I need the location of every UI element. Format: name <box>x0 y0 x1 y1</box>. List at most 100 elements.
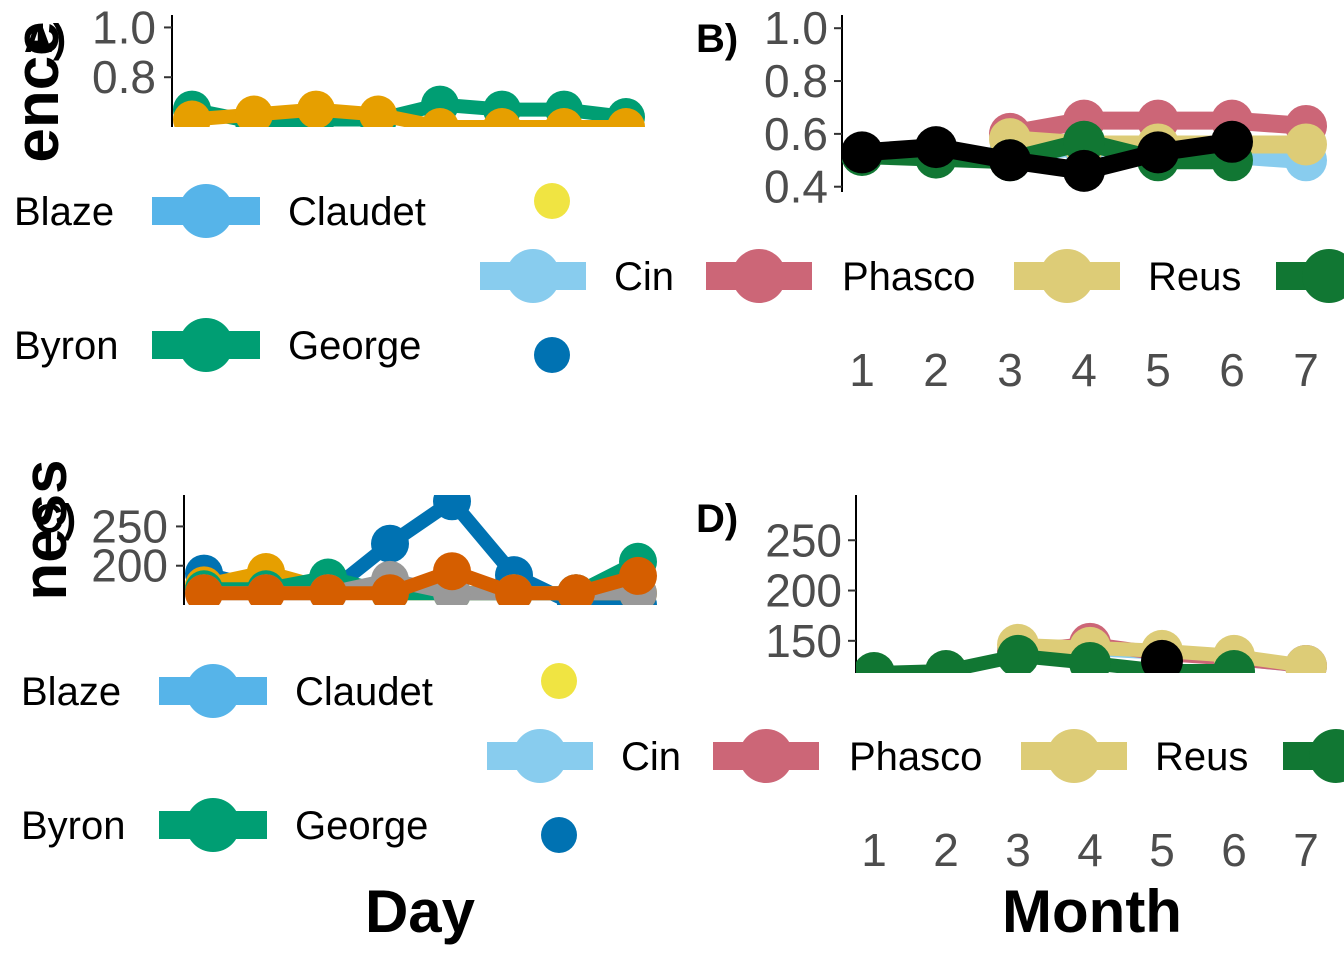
data-point <box>619 556 657 595</box>
series-group <box>842 99 1327 192</box>
data-point <box>915 126 957 169</box>
legend-key-point <box>179 184 233 238</box>
y-tick-label: 0.8 <box>92 51 156 103</box>
data-point <box>856 652 895 673</box>
panel-tag-c: C) <box>34 497 76 541</box>
panel-tag-a: A) <box>24 17 66 61</box>
x-tick-label: 7 <box>1293 344 1319 396</box>
data-point <box>989 139 1031 182</box>
data-point <box>1141 639 1183 673</box>
legend-key-point <box>513 729 567 783</box>
y-tick-label: 200 <box>765 565 842 617</box>
x-axis-label-day: Day <box>365 878 476 945</box>
y-axis-label-bottom: ness <box>11 459 80 600</box>
x-tick-label: 2 <box>933 824 959 876</box>
data-point <box>359 95 397 127</box>
legend-key-point <box>1047 729 1101 783</box>
x-tick-label: 1 <box>849 344 875 396</box>
data-point <box>545 108 583 127</box>
legend-key-point <box>541 663 577 699</box>
y-tick-label: 200 <box>91 540 168 592</box>
legend-key-point <box>732 249 786 303</box>
legend-label: Reus <box>1148 255 1241 299</box>
legend-label: Claudet <box>295 670 433 714</box>
legend-box-right: Cin Phasco Reus <box>477 716 1344 796</box>
series-group <box>173 85 645 127</box>
legend-label: Blaze <box>21 670 121 714</box>
legend-box-right: Cin Phasco Reus <box>470 236 1344 316</box>
data-point <box>1213 649 1255 673</box>
legend-label: Cin <box>621 735 681 779</box>
data-point <box>607 108 645 127</box>
legend-label: Byron <box>14 324 119 368</box>
legend-layer: Blaze Claudet Byron George Blaze Claudet Byron… <box>0 127 1344 887</box>
data-point <box>925 649 967 673</box>
data-point <box>309 574 347 605</box>
y-tick-label: 0.8 <box>764 55 828 107</box>
legend-label: Blaze <box>14 190 114 234</box>
legend-background <box>477 716 1344 796</box>
legend-key-point <box>534 337 570 373</box>
y-axis-label-top: ence <box>3 21 72 162</box>
y-tick-label: 1.0 <box>92 1 156 53</box>
x-tick-label: 5 <box>1145 344 1171 396</box>
legend-key-point <box>186 798 240 852</box>
panel-tag-b: B) <box>696 17 738 61</box>
data-point <box>173 100 211 127</box>
x-tick-label: 3 <box>1005 824 1031 876</box>
legend-label: Claudet <box>288 190 426 234</box>
data-point <box>235 95 273 127</box>
data-point <box>371 574 409 605</box>
legend-key-point <box>179 318 233 372</box>
x-tick-label: 6 <box>1221 824 1247 876</box>
series-group <box>856 622 1327 673</box>
legend-label: George <box>295 804 428 848</box>
legend-key-point <box>1302 249 1344 303</box>
data-point <box>1211 120 1253 163</box>
x-tick-label: 2 <box>923 344 949 396</box>
data-point <box>495 574 533 605</box>
legend-key-point <box>1309 729 1344 783</box>
data-point <box>1137 131 1179 174</box>
data-point <box>247 574 285 605</box>
legend-key-point <box>186 664 240 718</box>
y-tick-label: 0.6 <box>764 108 828 160</box>
legend-key-point <box>1040 249 1094 303</box>
data-point <box>997 634 1039 673</box>
data-point <box>1069 641 1111 673</box>
legend-key-point <box>506 249 560 303</box>
x-axis-label-month: Month <box>1002 878 1182 945</box>
y-tick-label: 250 <box>91 500 168 552</box>
legend-label: Reus <box>1155 735 1248 779</box>
legend-label: George <box>288 324 421 368</box>
y-tick-label: 150 <box>765 615 842 667</box>
legend-key-point <box>541 817 577 853</box>
x-tick-label: 4 <box>1077 824 1103 876</box>
data-point <box>557 574 595 605</box>
data-point <box>1285 123 1327 166</box>
y-tick-label: 0.4 <box>764 161 828 213</box>
data-point <box>185 574 223 605</box>
legend-key-point <box>534 183 570 219</box>
y-tick-label: 1.0 <box>764 2 828 54</box>
text-layer: ence ness A) B) C) D) Day Month <box>3 17 1182 945</box>
data-point <box>421 108 459 127</box>
legend-background <box>470 236 1344 316</box>
x-tick-label: 6 <box>1219 344 1245 396</box>
x-tick-label: 5 <box>1149 824 1175 876</box>
panel-b: 0.40.60.81.0 1 2 3 4 5 6 7 <box>764 2 1327 396</box>
data-point <box>371 524 409 563</box>
legend-key-point <box>739 729 793 783</box>
x-tick-label: 4 <box>1071 344 1097 396</box>
data-point <box>297 90 335 127</box>
data-point <box>1063 149 1105 192</box>
x-tick-label: 3 <box>997 344 1023 396</box>
legend-label: Phasco <box>842 255 975 299</box>
legend-label: Phasco <box>849 735 982 779</box>
legend-label: Byron <box>21 804 126 848</box>
panel-a: 0.81.0 <box>92 1 645 127</box>
x-tick-label: 1 <box>861 824 887 876</box>
